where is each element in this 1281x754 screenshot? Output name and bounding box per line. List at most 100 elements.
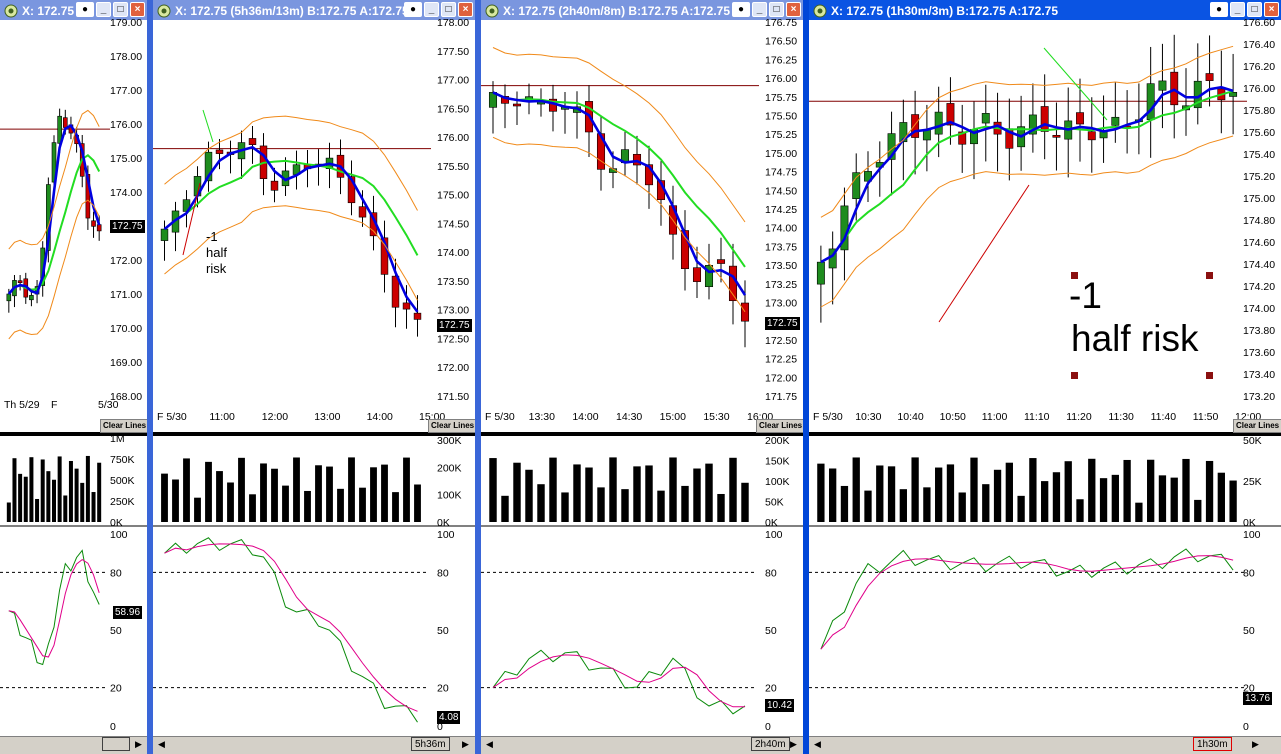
candle-body: [1087, 131, 1096, 141]
chart-canvas[interactable]: 176.75 176.50 176.25 176.00 175.75 175.50 175.…: [481, 0, 803, 754]
volume-bar: [1217, 472, 1225, 522]
maximize-icon[interactable]: □: [113, 2, 128, 17]
settings-icon[interactable]: ●: [1210, 2, 1228, 17]
horizontal-scrollbar[interactable]: ◀ 1h30m ▶: [809, 736, 1281, 754]
selection-handle: [1206, 272, 1213, 279]
clear-lines-button[interactable]: Clear Lines: [756, 419, 803, 433]
price-axis-label: 174.20: [1243, 281, 1275, 293]
volume-bar: [216, 471, 223, 522]
oscillator-axis-label: 0: [110, 721, 116, 733]
volume-bar: [337, 488, 344, 522]
oscillator-axis-label: 50: [765, 625, 777, 637]
price-axis-label: 176.60: [1243, 17, 1275, 29]
arrow-right-icon[interactable]: ▶: [790, 739, 797, 749]
candle-body: [17, 280, 23, 283]
candle-body: [215, 149, 224, 154]
time-axis-label: 11:10: [1024, 411, 1050, 423]
pane-divider: [809, 432, 1281, 436]
lower-band-line: [820, 135, 1234, 308]
arrow-right-icon[interactable]: ▶: [462, 739, 469, 749]
arrow-right-icon[interactable]: ▶: [1252, 739, 1259, 749]
price-axis-label: 175.00: [1243, 193, 1275, 205]
clear-lines-button[interactable]: Clear Lines: [1233, 419, 1281, 433]
arrow-left-icon[interactable]: ◀: [814, 739, 821, 749]
price-axis-label: 173.00: [765, 298, 797, 310]
stochastic-k-line: [164, 537, 418, 723]
maximize-icon[interactable]: □: [1247, 2, 1262, 17]
chart-canvas[interactable]: 176.60 176.40 176.20 176.00 175.80 175.60 175.…: [809, 0, 1281, 754]
horizontal-scrollbar[interactable]: ◀ 5h36m ▶: [153, 736, 475, 754]
chart-window-daily[interactable]: X: 172.75 ● _ □ × 179.00 178.00 177.00 176.00 1…: [0, 0, 147, 754]
volume-bar: [669, 457, 677, 522]
window-title-bar[interactable]: X: 172.75 (5h36m/13m) B:172.75 A:172.75 …: [153, 0, 475, 20]
price-axis-label: 172.25: [765, 354, 797, 366]
volume-axis-label: 0K: [765, 517, 778, 529]
volume-bar: [817, 463, 825, 522]
minimize-icon[interactable]: _: [752, 2, 767, 17]
volume-bar: [1088, 458, 1096, 522]
horizontal-scrollbar[interactable]: ◀ 2h40m ▶: [481, 736, 803, 754]
scroll-thumb-label[interactable]: 2h40m: [751, 737, 790, 751]
time-axis-label: 14:00: [367, 411, 393, 423]
close-icon[interactable]: ×: [786, 2, 801, 17]
volume-bar: [57, 456, 62, 522]
price-axis-label: 173.20: [1243, 391, 1275, 403]
chart-canvas[interactable]: 178.00 177.50 177.00 176.50 176.00 175.50 175.…: [153, 0, 475, 754]
price-axis-label: 174.60: [1243, 237, 1275, 249]
minimize-icon[interactable]: _: [1230, 2, 1245, 17]
scroll-thumb-label[interactable]: 1h30m: [1193, 737, 1232, 751]
volume-bar: [585, 467, 593, 522]
arrow-right-icon[interactable]: ▶: [135, 739, 142, 749]
annotation-half-risk: half risk: [1071, 318, 1199, 359]
scroll-thumb-label[interactable]: 5h36m: [411, 737, 450, 751]
chart-canvas[interactable]: 179.00178.00177.00176.00175.00174.00173.…: [0, 0, 147, 754]
time-axis-label: 10:30: [855, 411, 881, 423]
close-icon[interactable]: ×: [458, 2, 473, 17]
chart-window-3m[interactable]: X: 172.75 (1h30m/3m) B:172.75 A:172.75 ●…: [809, 0, 1281, 754]
scroll-thumb[interactable]: [102, 737, 130, 751]
candle-body: [644, 164, 654, 186]
settings-icon[interactable]: ●: [404, 2, 422, 17]
horizontal-scrollbar[interactable]: ▶: [0, 736, 147, 754]
price-axis-label: 179.00: [110, 17, 142, 29]
candle-body: [946, 103, 955, 126]
time-axis-label: 11:00: [982, 411, 1008, 423]
arrow-left-icon[interactable]: ◀: [158, 739, 165, 749]
settings-icon[interactable]: ●: [732, 2, 750, 17]
time-axis-label: F 5/30: [157, 411, 187, 423]
clear-lines-button[interactable]: Clear Lines: [428, 419, 475, 433]
volume-bar: [40, 459, 45, 522]
candle-body: [358, 206, 367, 218]
oscillator-axis-label: 50: [1243, 625, 1255, 637]
price-axis-label: 171.50: [437, 391, 469, 403]
minimize-icon[interactable]: _: [424, 2, 439, 17]
maximize-icon[interactable]: □: [769, 2, 784, 17]
price-axis-label: 177.50: [437, 46, 469, 58]
candle-body: [632, 153, 642, 166]
settings-icon[interactable]: ●: [76, 2, 94, 17]
oscillator-axis-label: 20: [1243, 683, 1255, 695]
chart-window-13m[interactable]: X: 172.75 (5h36m/13m) B:172.75 A:172.75 …: [153, 0, 475, 754]
arrow-left-icon[interactable]: ◀: [486, 739, 493, 749]
window-title-bar[interactable]: X: 172.75 (2h40m/8m) B:172.75 A:172.75 ●…: [481, 0, 803, 20]
stochastic-k-line: [8, 549, 100, 666]
window-title-bar[interactable]: X: 172.75 ● _ □ ×: [0, 0, 147, 20]
price-axis-label: 172.00: [437, 362, 469, 374]
clear-lines-button[interactable]: Clear Lines: [100, 419, 147, 433]
maximize-icon[interactable]: □: [441, 2, 456, 17]
price-axis-label: 176.50: [437, 103, 469, 115]
time-axis-label: 15:30: [703, 411, 729, 423]
close-icon[interactable]: ×: [1264, 2, 1279, 17]
volume-bar: [609, 457, 617, 522]
volume-axis-label: 0K: [1243, 517, 1256, 529]
candle-body: [347, 176, 356, 204]
close-icon[interactable]: ×: [130, 2, 145, 17]
window-title-bar[interactable]: X: 172.75 (1h30m/3m) B:172.75 A:172.75 ●…: [809, 0, 1281, 20]
price-axis-label: 174.50: [437, 218, 469, 230]
chart-window-8m[interactable]: X: 172.75 (2h40m/8m) B:172.75 A:172.75 ●…: [481, 0, 803, 754]
volume-bar: [887, 466, 896, 522]
minimize-icon[interactable]: _: [96, 2, 111, 17]
price-axis-label: 176.75: [765, 17, 797, 29]
window-title: X: 172.75 (5h36m/13m) B:172.75 A:172.75: [175, 3, 409, 18]
window-title: X: 172.75 (2h40m/8m) B:172.75 A:172.75: [503, 3, 731, 18]
